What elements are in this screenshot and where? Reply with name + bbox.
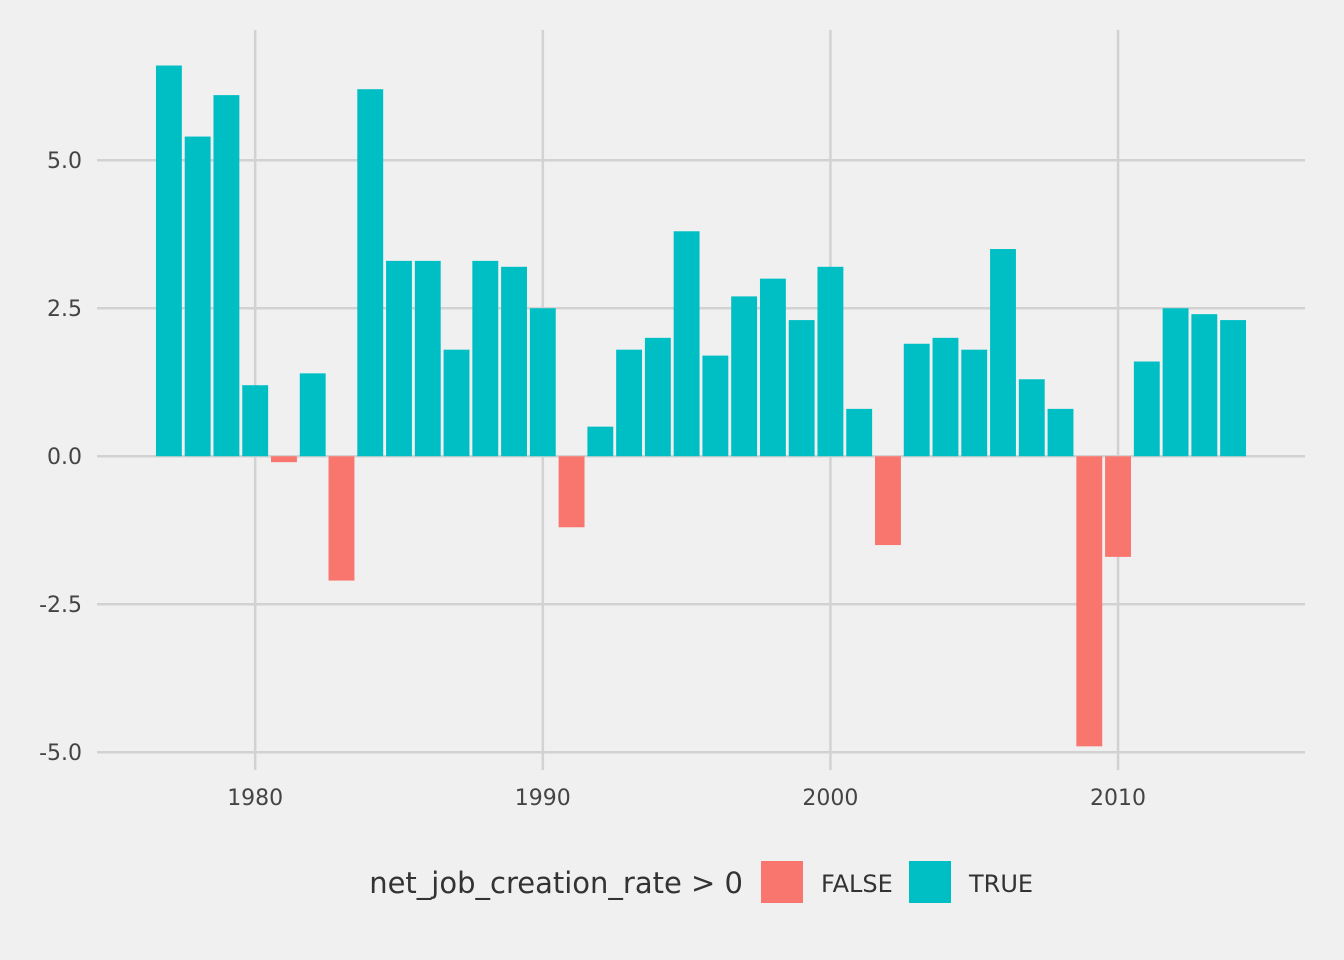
y-tick-label: -5.0 (39, 741, 82, 766)
bar-1985 (386, 260, 412, 457)
legend-label-true: TRUE (968, 870, 1033, 898)
bar-2012 (1162, 308, 1189, 457)
bar-2014 (1220, 320, 1247, 457)
bar-2011 (1133, 361, 1160, 457)
bar-1999 (788, 320, 815, 457)
bar-1988 (472, 260, 499, 457)
bar-1981 (271, 456, 297, 463)
x-tick-label: 2000 (802, 786, 858, 811)
bar-1997 (731, 296, 758, 457)
bar-2006 (990, 249, 1016, 457)
bar-1980 (242, 385, 269, 457)
bar-2013 (1191, 314, 1218, 457)
bar-2010 (1105, 456, 1131, 557)
legend-label-false: FALSE (821, 870, 893, 898)
legend-key-true (909, 861, 951, 903)
y-axis-labels: 5.0 2.5 0.0 -2.5 -5.0 (39, 149, 82, 766)
x-axis-labels: 1980 1990 2000 2010 (227, 786, 1146, 811)
bar-1993 (616, 349, 643, 457)
bar-2004 (932, 337, 959, 457)
y-tick-label: 0.0 (47, 445, 82, 470)
bar-2007 (1018, 379, 1045, 457)
bar-1979 (213, 95, 240, 457)
bar-1977 (155, 65, 182, 457)
bar-1989 (501, 266, 527, 457)
bar-1998 (759, 278, 786, 457)
bar-2008 (1047, 408, 1074, 457)
legend-key-false (761, 861, 803, 903)
grid-lines (97, 30, 1305, 770)
bar-1984 (357, 89, 384, 457)
bar-2009 (1076, 456, 1103, 747)
bar-1983 (328, 456, 355, 581)
y-tick-label: 2.5 (47, 297, 82, 322)
bars (155, 65, 1247, 747)
bar-1995 (673, 231, 700, 457)
bar-2003 (903, 343, 930, 457)
bar-1994 (644, 337, 671, 457)
bar-1978 (184, 136, 211, 457)
bar-1996 (702, 355, 729, 457)
x-tick-label: 2010 (1090, 786, 1146, 811)
bar-2001 (846, 408, 873, 457)
bar-1982 (299, 373, 326, 457)
legend-title: net_job_creation_rate > 0 (369, 866, 743, 900)
bar-1992 (587, 426, 614, 457)
bar-1987 (443, 349, 470, 457)
y-tick-label: -2.5 (39, 593, 82, 618)
y-tick-label: 5.0 (47, 149, 82, 174)
x-tick-label: 1990 (515, 786, 571, 811)
bar-1986 (414, 260, 441, 457)
bar-2002 (875, 456, 901, 546)
x-tick-label: 1980 (227, 786, 283, 811)
bar-1991 (558, 456, 585, 528)
bar-2000 (817, 266, 844, 457)
legend: net_job_creation_rate > 0 FALSE TRUE (369, 861, 1033, 903)
bar-1990 (529, 308, 556, 457)
bar-2005 (961, 349, 988, 457)
